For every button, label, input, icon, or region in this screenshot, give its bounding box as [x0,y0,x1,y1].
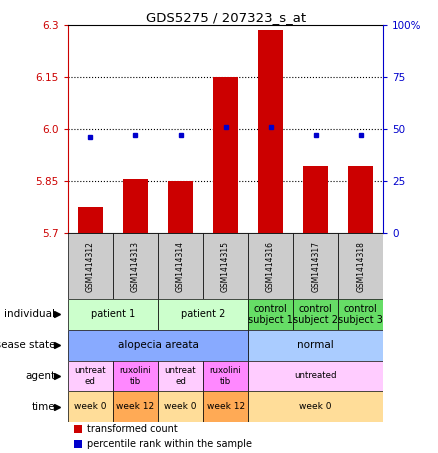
Bar [168,181,193,233]
Text: week 0: week 0 [164,402,197,411]
Bar [158,361,203,391]
Text: untreat
ed: untreat ed [165,366,196,386]
Bar [213,77,238,233]
Bar [203,361,248,391]
Bar [203,233,248,299]
Bar [348,166,373,233]
Text: week 0: week 0 [300,402,332,411]
Text: patient 2: patient 2 [181,309,225,319]
Text: control
subject 1: control subject 1 [248,304,293,325]
Text: ruxolini
tib: ruxolini tib [120,366,152,386]
Bar [248,233,293,299]
Text: control
subject 2: control subject 2 [293,304,338,325]
Text: GSM1414312: GSM1414312 [86,241,95,292]
Text: GSM1414315: GSM1414315 [221,241,230,292]
Bar [68,391,113,422]
Text: GSM1414316: GSM1414316 [266,241,275,292]
Bar [248,391,383,422]
Text: transformed count: transformed count [87,424,177,434]
Text: GSM1414317: GSM1414317 [311,241,320,292]
Bar [123,179,148,233]
Bar [78,207,103,233]
Bar [113,391,158,422]
Bar [293,233,338,299]
Text: GSM1414318: GSM1414318 [356,241,365,292]
Text: GSM1414313: GSM1414313 [131,241,140,292]
Bar [203,391,248,422]
Text: GSM1414314: GSM1414314 [176,241,185,292]
Text: patient 1: patient 1 [91,309,135,319]
Bar [293,299,338,330]
Text: alopecia areata: alopecia areata [117,340,198,350]
Bar [68,361,113,391]
Text: untreated: untreated [294,371,337,381]
Bar [158,233,203,299]
Text: week 0: week 0 [74,402,107,411]
Bar [338,233,383,299]
Bar [338,299,383,330]
Text: normal: normal [297,340,334,350]
Bar [158,391,203,422]
Bar [158,299,248,330]
Text: control
subject 3: control subject 3 [338,304,383,325]
Bar [68,233,113,299]
Text: ruxolini
tib: ruxolini tib [210,366,241,386]
Text: agent: agent [25,371,55,381]
Text: week 12: week 12 [206,402,245,411]
Bar [74,440,82,448]
Bar [303,166,328,233]
Bar [248,299,293,330]
Text: week 12: week 12 [117,402,155,411]
Bar [258,30,283,233]
Text: untreat
ed: untreat ed [74,366,106,386]
Text: individual: individual [4,309,55,319]
Bar [113,361,158,391]
Bar [74,425,82,434]
Text: disease state: disease state [0,340,55,350]
Text: percentile rank within the sample: percentile rank within the sample [87,439,252,449]
Bar [68,299,158,330]
Title: GDS5275 / 207323_s_at: GDS5275 / 207323_s_at [145,11,306,24]
Bar [248,361,383,391]
Bar [248,330,383,361]
Bar [68,330,248,361]
Bar [113,233,158,299]
Text: time: time [32,402,55,412]
